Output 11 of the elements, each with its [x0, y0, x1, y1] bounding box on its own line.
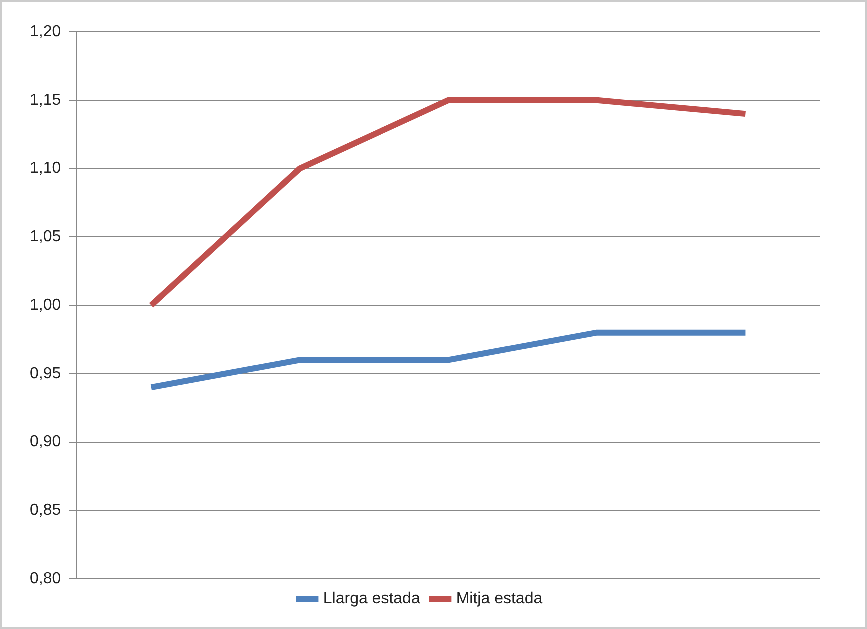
- y-tick-label: 1,20: [30, 23, 62, 40]
- legend-label: Mitja estada: [456, 590, 543, 608]
- y-tick-label: 1,00: [30, 296, 62, 314]
- y-tick-label: 0,80: [30, 570, 62, 588]
- y-tick-label: 1,15: [30, 92, 62, 109]
- y-tick-label: 0,95: [30, 365, 62, 382]
- y-tick-label: 0,90: [30, 434, 62, 451]
- legend-label: Llarga estada: [323, 590, 420, 608]
- y-tick-label: 0,85: [30, 502, 62, 520]
- y-tick-label: 1,10: [30, 160, 62, 178]
- y-tick-label: 1,05: [30, 228, 62, 246]
